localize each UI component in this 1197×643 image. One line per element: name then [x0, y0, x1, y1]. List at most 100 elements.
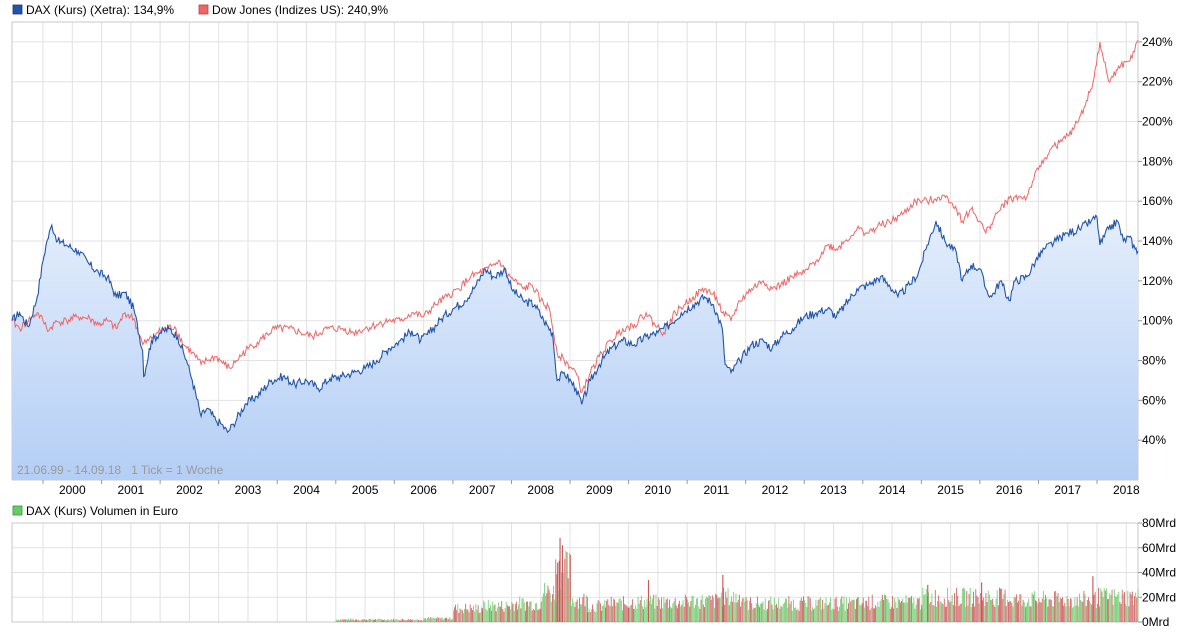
volume-bar — [518, 604, 520, 622]
volume-bar — [801, 600, 803, 622]
x-axis: 2000 2001 2002 2003 2004 2005 2006 2007 2008 2009… — [42, 480, 1140, 497]
volume-bar — [602, 605, 604, 622]
volume-bar — [1050, 599, 1052, 622]
volume-bar — [652, 598, 654, 622]
volume-bar — [904, 602, 906, 622]
volume-bar — [857, 597, 858, 622]
volume-bar — [478, 612, 480, 622]
volume-bar — [788, 596, 790, 622]
volume-bar — [493, 605, 495, 622]
volume-bar — [597, 600, 599, 622]
volume-bar — [902, 598, 904, 622]
volume-bar — [586, 596, 588, 622]
volume-bar — [692, 595, 694, 622]
volume-bar — [486, 610, 488, 622]
volume-bar — [667, 608, 669, 622]
volume-bar — [861, 603, 863, 622]
volume-bar — [567, 578, 569, 622]
volume-bar — [1106, 588, 1107, 622]
volume-bar — [371, 619, 373, 622]
volume-y-tick-label: 20Mrd — [1142, 590, 1176, 604]
volume-bar — [1097, 606, 1098, 622]
volume-bar — [995, 598, 997, 622]
volume-bar — [825, 597, 827, 622]
volume-bar — [1017, 602, 1018, 622]
dow-legend-swatch — [198, 4, 209, 15]
volume-bar — [686, 597, 687, 622]
volume-bar — [808, 596, 810, 622]
volume-bar — [724, 604, 726, 622]
volume-bar — [804, 600, 806, 622]
volume-bar — [1110, 595, 1112, 622]
volume-bar — [840, 598, 842, 622]
volume-bar — [513, 610, 515, 622]
volume-bar — [356, 619, 357, 622]
volume-bar — [818, 598, 820, 622]
volume-bar — [680, 606, 682, 622]
volume-bar — [379, 619, 381, 622]
volume-bar — [758, 604, 759, 622]
volume-bar — [581, 604, 583, 622]
volume-bar — [524, 610, 526, 622]
volume-bar — [1108, 598, 1110, 622]
volume-bar — [853, 599, 855, 622]
volume-bar — [517, 609, 518, 622]
x-tick-label: 2010 — [645, 483, 672, 497]
volume-bar — [706, 596, 708, 622]
volume-bar — [865, 600, 866, 622]
volume-bar — [399, 620, 401, 622]
volume-bar — [350, 618, 352, 622]
volume-bar — [1112, 604, 1114, 622]
volume-bar — [1111, 589, 1113, 622]
volume-bar — [1133, 604, 1134, 622]
volume-bar — [806, 607, 808, 622]
volume-bar — [532, 609, 534, 622]
volume-bar — [446, 617, 447, 622]
main-y-tick-label: 40% — [1142, 433, 1166, 447]
volume-bar — [644, 600, 646, 622]
volume-bar — [759, 607, 760, 622]
volume-bar — [790, 601, 792, 622]
volume-bar — [523, 602, 525, 622]
volume-bar — [931, 593, 933, 622]
volume-bar — [878, 606, 880, 622]
volume-bar — [354, 619, 356, 622]
x-tick-label: 2003 — [235, 483, 262, 497]
volume-bar — [771, 604, 773, 622]
volume-spike-bar — [561, 545, 563, 622]
volume-bar — [816, 605, 818, 622]
volume-bar — [796, 609, 798, 622]
volume-bar — [704, 607, 705, 622]
volume-bar — [917, 598, 919, 622]
volume-bar — [669, 599, 670, 622]
volume-bar — [991, 599, 992, 622]
volume-bar — [968, 594, 970, 622]
volume-bar — [928, 592, 929, 622]
volume-bar — [903, 602, 905, 622]
volume-bar — [631, 599, 633, 622]
volume-bar — [973, 591, 974, 622]
volume-bar — [1073, 606, 1075, 622]
volume-bar — [549, 593, 551, 622]
volume-bar — [720, 592, 722, 622]
volume-bar — [994, 606, 996, 622]
volume-bar — [967, 605, 969, 622]
volume-bar — [571, 605, 572, 622]
volume-bar — [550, 601, 552, 622]
volume-bar — [906, 602, 908, 622]
volume-bar — [563, 572, 565, 622]
volume-bar — [576, 599, 578, 622]
volume-y-tick-label: 60Mrd — [1142, 541, 1176, 555]
volume-bar — [376, 619, 378, 622]
volume-bar — [1041, 598, 1043, 622]
volume-bar — [626, 605, 628, 622]
volume-bar — [527, 601, 529, 622]
volume-bar — [675, 605, 677, 622]
volume-bar — [1033, 591, 1035, 622]
volume-bar — [725, 591, 727, 622]
x-tick-label: 2001 — [118, 483, 145, 497]
volume-bar — [871, 594, 873, 622]
volume-bar — [914, 608, 916, 622]
volume-bar — [841, 596, 843, 622]
